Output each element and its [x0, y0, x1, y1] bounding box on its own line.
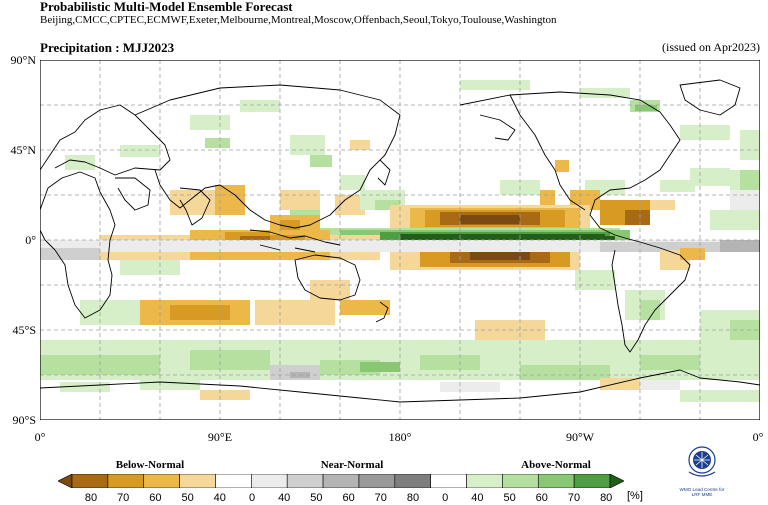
coast-greenland [679, 79, 741, 116]
colorbar-tick-label: 80 [406, 492, 420, 504]
colorbar-swatch [502, 474, 539, 488]
coastlines [40, 79, 760, 403]
colorbar-tick-label: 40 [213, 492, 226, 504]
colorbar-tick-label: 70 [567, 492, 581, 504]
graticule [40, 60, 760, 420]
colorbar-tick-label: 60 [342, 492, 355, 504]
coast-south-america [611, 237, 691, 353]
coast-arabia [115, 177, 151, 211]
lat-label-45n: 45°N [10, 143, 36, 157]
colorbar-swatch [143, 474, 180, 488]
logo-caption-2: LRF MME [691, 492, 713, 497]
coast-japan [377, 159, 391, 186]
colorbar-unit: [%] [627, 490, 643, 502]
coast-alaska [479, 114, 516, 141]
wmo-logo: WMO Lead Centre for LRF MME [672, 442, 732, 497]
colorbar-swatch [286, 474, 324, 488]
legend-near-normal: Near-Normal [320, 459, 384, 471]
map-title: Precipitation : MJJ2023 [40, 40, 175, 55]
colorbar-tick-label: 60 [535, 492, 548, 504]
colorbar-swatch [466, 474, 503, 488]
legend-below-normal: Below-Normal [115, 459, 185, 471]
colorbar-swatch [430, 474, 467, 488]
colorbar-tick-label: 0 [442, 492, 449, 504]
colorbar-tick-label: 40 [278, 492, 291, 504]
lat-label-90s: 90°S [12, 413, 36, 427]
colorbar [58, 474, 624, 488]
colorbar-tick-label: 50 [503, 492, 516, 504]
lon-label-180: 180° [388, 430, 412, 444]
colorbar-swatch [394, 474, 431, 488]
colorbar-swatch [107, 474, 145, 488]
coast-antarctica [40, 369, 760, 403]
lon-label-90e: 90°E [207, 430, 233, 444]
coast-maritime [249, 229, 341, 253]
logo-caption-1: WMO Lead Centre for [679, 487, 725, 492]
coast-newzealand [375, 301, 389, 323]
colorbar-swatch [537, 474, 575, 488]
coast-india [179, 187, 211, 226]
lon-label-0-east: 0° [752, 430, 764, 444]
colorbar-swatch [251, 474, 288, 488]
lat-label-90n: 90°N [10, 53, 36, 67]
precipitation-forecast-map [40, 60, 760, 420]
colorbar-swatch [215, 474, 252, 488]
wmo-emblem-icon [688, 446, 716, 477]
issue-date: (issued on Apr2023) [662, 40, 760, 54]
colorbar-swatch [573, 474, 611, 488]
coast-asia [134, 84, 401, 229]
colorbar-swatch [58, 474, 73, 488]
contributing-centres: Beijing,CMCC,CPTEC,ECMWF,Exeter,Melbourn… [40, 14, 557, 26]
lat-label-0: 0° [25, 233, 36, 247]
colorbar-tick-label: 50 [181, 492, 194, 504]
coast-europe [40, 104, 171, 176]
coast-north-america [459, 91, 681, 239]
figure-title: Probabilistic Multi-Model Ensemble Forec… [40, 0, 293, 14]
colorbar-swatch [179, 474, 216, 488]
colorbar-tick-label: 60 [149, 492, 162, 504]
coast-africa-europe [40, 171, 116, 319]
colorbar-tick-label: 70 [117, 492, 130, 504]
colorbar-tick-label: 40 [471, 492, 484, 504]
lon-label-0: 0° [34, 430, 46, 444]
colorbar-swatch [609, 474, 624, 488]
colorbar-swatch [71, 474, 109, 488]
lon-label-90w: 90°W [565, 430, 595, 444]
coast-australia [294, 254, 361, 301]
colorbar-swatch [358, 474, 396, 488]
colorbar-swatch [322, 474, 360, 488]
colorbar-tick-label: 50 [310, 492, 323, 504]
colorbar-tick-label: 80 [84, 492, 98, 504]
colorbar-tick-label: 0 [248, 492, 256, 504]
colorbar-tick-label: 70 [374, 492, 387, 504]
colorbar-tick-label: 80 [600, 492, 613, 504]
lat-label-45s: 45°S [12, 323, 36, 337]
legend-above-normal: Above-Normal [521, 459, 591, 471]
